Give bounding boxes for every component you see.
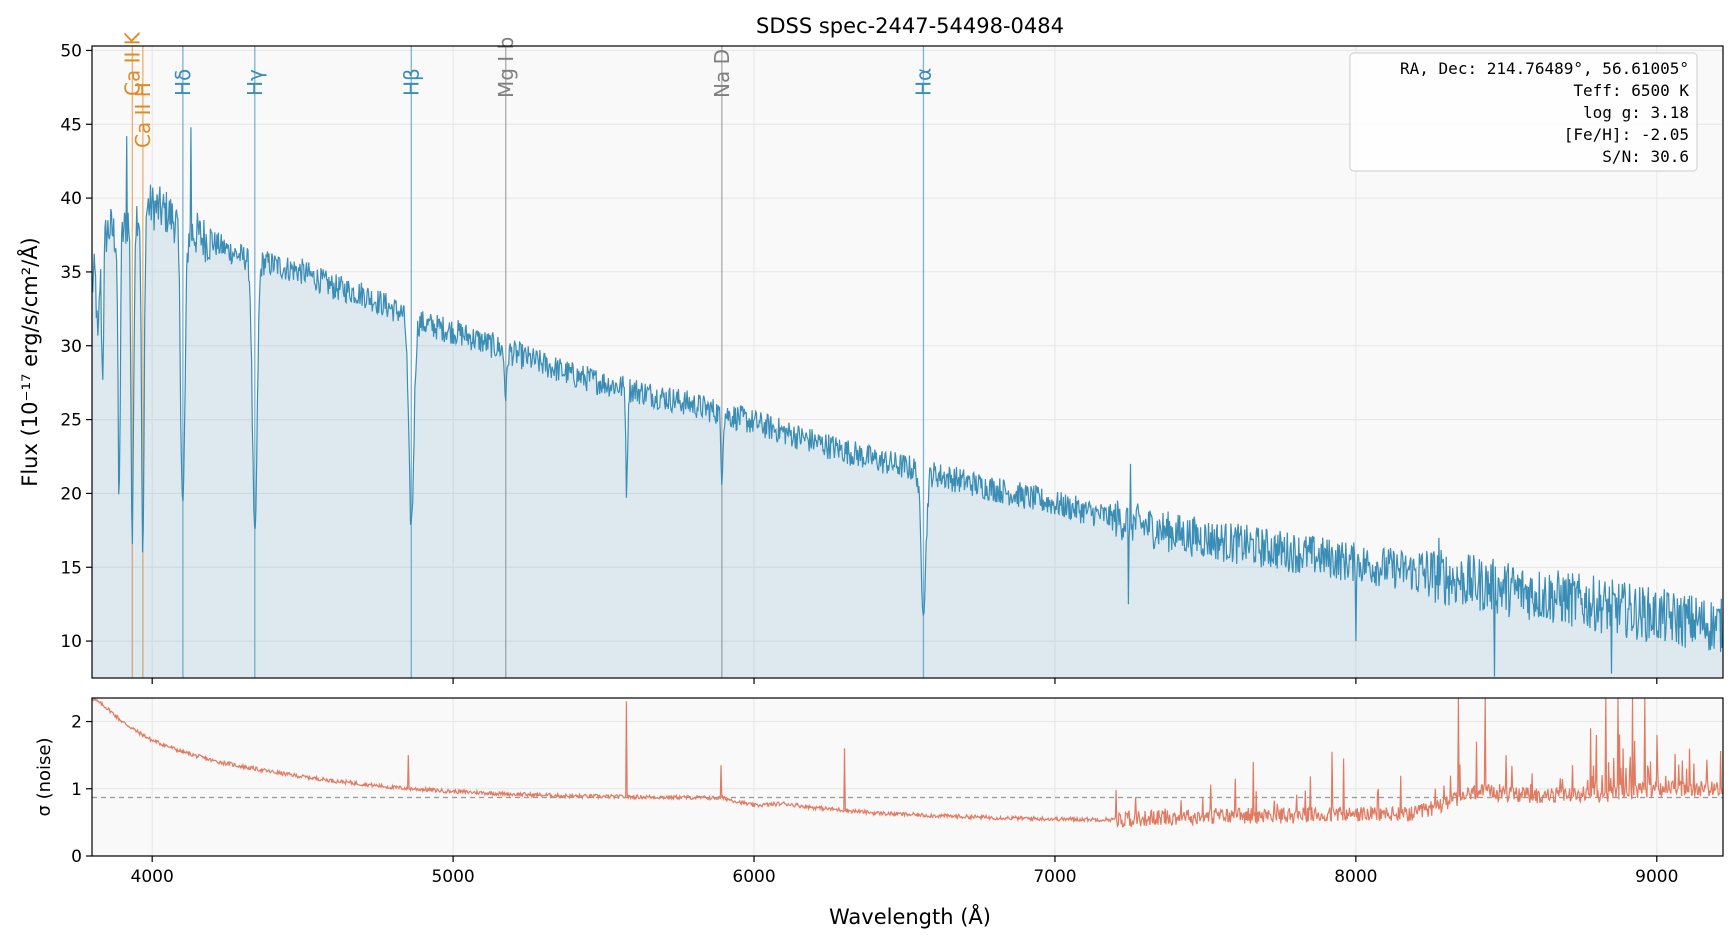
flux-y-tick-label: 45 (60, 115, 82, 135)
flux-x-ticks (151, 678, 1658, 684)
spectral-line-label: Ca II H (131, 82, 155, 148)
noise-panel: 0 1 2 4000 5000 6000 7000 8000 9000 σ (noise) W… (34, 697, 1724, 929)
flux-y-tick-label: 30 (60, 337, 82, 357)
flux-fill-area (92, 127, 1723, 678)
noise-x-tick-label: 6000 (732, 867, 775, 887)
noise-y-tick-label: 2 (71, 713, 82, 733)
flux-y-tick-label: 10 (60, 632, 82, 652)
flux-y-ticks: 10 15 20 25 30 35 40 45 50 (60, 41, 92, 652)
spectral-line-label: Hα (911, 68, 935, 96)
noise-x-tick-label: 4000 (131, 867, 174, 887)
spectral-line-label: Mg I b (494, 37, 518, 98)
spectral-line-markers (131, 46, 925, 678)
flux-y-tick-label: 40 (60, 189, 82, 209)
noise-x-tick-label: 9000 (1635, 867, 1678, 887)
info-box-background (1349, 52, 1698, 172)
flux-panel-frame (91, 45, 1724, 679)
spectral-line-label: Ca II K (120, 31, 144, 96)
noise-panel-background (92, 698, 1723, 856)
flux-y-axis-label: Flux (10⁻¹⁷ erg/s/cm²/Å) (16, 237, 42, 487)
spectral-line-label: Hγ (243, 69, 267, 96)
spectral-line-labels: Ca II KCa II H Hδ Hγ Hβ Mg I b Na D Hα (120, 31, 935, 148)
noise-x-ticks: 4000 5000 6000 7000 8000 9000 (131, 856, 1678, 887)
x-axis-label: Wavelength (Å) (829, 903, 991, 929)
flux-y-tick-label: 50 (60, 41, 82, 61)
flux-y-tick-label: 20 (60, 484, 82, 504)
flux-y-tick-label: 35 (60, 263, 82, 283)
noise-y-ticks: 0 1 2 (71, 713, 92, 867)
spectral-line-label: Hδ (171, 69, 195, 96)
noise-y-tick-label: 1 (71, 780, 82, 800)
info-box: RA, Dec: 214.76489°, 56.61005° Teff: 650… (1349, 52, 1698, 172)
info-line-snr: S/N: 30.6 (1602, 147, 1689, 166)
info-line-coordinates: RA, Dec: 214.76489°, 56.61005° (1400, 59, 1689, 78)
flux-y-tick-label: 25 (60, 411, 82, 431)
info-line-logg: log g: 3.18 (1583, 103, 1689, 122)
noise-y-tick-label: 0 (71, 847, 82, 867)
spectral-line-label: Na D (710, 49, 734, 98)
noise-x-tick-label: 8000 (1334, 867, 1377, 887)
noise-x-tick-label: 5000 (431, 867, 474, 887)
noise-panel-frame (91, 697, 1724, 857)
info-line-teff: Teff: 6500 K (1573, 81, 1689, 100)
chart-title: SDSS spec-2447-54498-0484 (756, 14, 1064, 38)
flux-series-line (91, 127, 1724, 677)
flux-grid (92, 46, 1723, 678)
spectral-line-label: Hβ (399, 68, 423, 96)
noise-series-line (91, 697, 1724, 828)
info-line-feh: [Fe/H]: -2.05 (1564, 125, 1689, 144)
noise-x-tick-label: 7000 (1033, 867, 1076, 887)
flux-y-tick-label: 15 (60, 558, 82, 578)
flux-panel: Ca II KCa II H Hδ Hγ Hβ Mg I b Na D Hα 10 15 20 2… (16, 31, 1724, 684)
noise-y-axis-label: σ (noise) (34, 737, 55, 816)
